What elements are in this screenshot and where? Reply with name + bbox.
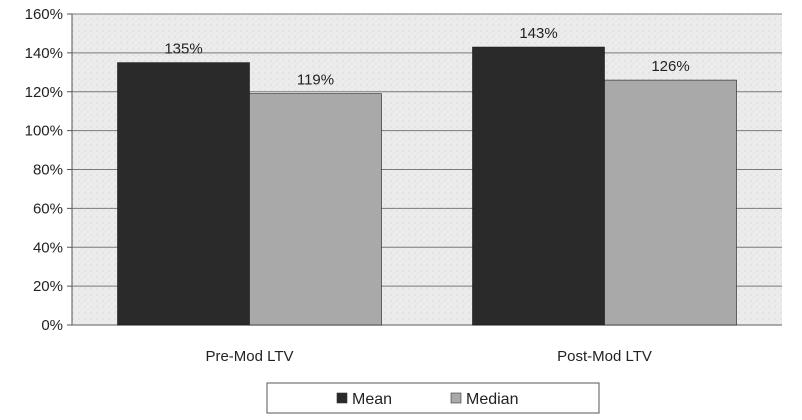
y-tick-label-0: 0% xyxy=(41,317,63,334)
bar-median-1 xyxy=(604,79,737,326)
y-tick-label-4: 80% xyxy=(33,162,63,179)
y-axis: 0% 20% 40% 60% 80% 100% 120% 140% 160% xyxy=(25,6,73,334)
x-category-label-0: Pre-Mod LTV xyxy=(205,348,293,365)
bar-mean-0 xyxy=(117,62,250,326)
legend-label-median: Median xyxy=(466,391,518,408)
data-label-mean-1: 143% xyxy=(519,25,557,42)
legend-swatch-median xyxy=(450,392,462,404)
y-tick-label-6: 120% xyxy=(25,84,63,101)
data-label-median-0: 119% xyxy=(297,72,334,89)
y-tick-label-2: 40% xyxy=(33,239,63,256)
bars xyxy=(117,46,737,326)
legend-box xyxy=(266,382,600,414)
y-tick-label-8: 160% xyxy=(25,6,63,23)
legend-swatch-mean xyxy=(336,392,348,404)
y-tick-label-5: 100% xyxy=(25,123,63,140)
y-tick-label-1: 20% xyxy=(33,278,63,295)
x-axis: Pre-Mod LTV Post-Mod LTV xyxy=(205,348,651,365)
y-tick-label-3: 60% xyxy=(33,200,63,217)
bar-median-0 xyxy=(249,93,382,326)
legend: Mean Median xyxy=(266,382,600,414)
y-tick-label-7: 140% xyxy=(25,45,63,62)
data-labels: 135% 119% 143% 126% xyxy=(164,25,689,89)
data-label-median-1: 126% xyxy=(651,58,689,75)
bar-mean-1 xyxy=(472,46,605,326)
legend-label-mean: Mean xyxy=(352,391,392,408)
x-category-label-1: Post-Mod LTV xyxy=(557,348,652,365)
data-label-mean-0: 135% xyxy=(164,41,202,58)
